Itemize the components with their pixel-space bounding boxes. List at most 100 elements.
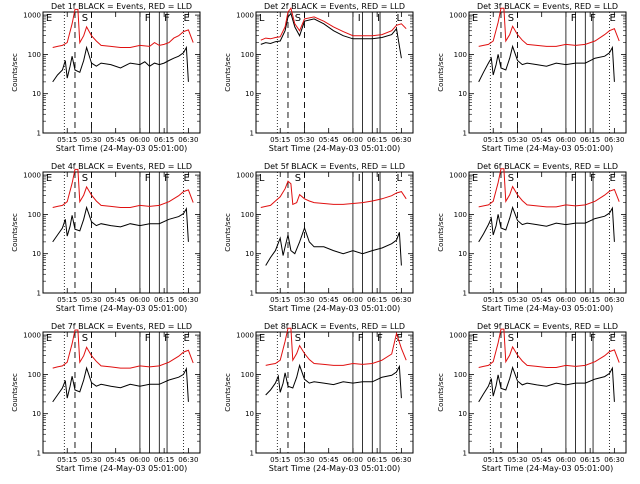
x-tick-label: 05:45 <box>319 456 339 464</box>
x-tick-label: 05:15 <box>270 296 290 304</box>
plot-frame <box>468 11 627 134</box>
x-tick-label: 06:00 <box>556 456 576 464</box>
interval-letter: I <box>358 13 361 24</box>
interval-letter: F <box>145 333 151 344</box>
y-tick-label: 1000 <box>23 12 41 20</box>
x-tick-label: 05:30 <box>507 296 527 304</box>
y-tick-label: 1 <box>37 130 41 138</box>
events-series-line <box>260 12 402 59</box>
interval-letter: F <box>590 333 596 344</box>
x-tick-label: 05:15 <box>57 136 77 144</box>
x-tick-label: 06:15 <box>367 136 387 144</box>
y-tick-label: 100 <box>28 51 41 59</box>
x-tick-label: 05:30 <box>507 456 527 464</box>
y-tick-label: 100 <box>241 51 254 59</box>
plot-frame <box>468 171 627 294</box>
events-series-line <box>265 363 402 399</box>
interval-letter: S <box>295 333 301 344</box>
events-series-line <box>265 226 402 266</box>
plot-frame <box>255 11 414 134</box>
lld-series-line <box>52 8 194 48</box>
interval-letter: S <box>295 13 301 24</box>
interval-letter: E <box>397 333 403 344</box>
y-tick-label: 100 <box>454 51 467 59</box>
y-axis-label: Counts/sec <box>224 53 232 92</box>
y-axis-label: Counts/sec <box>437 373 445 412</box>
y-tick-label: 100 <box>241 211 254 219</box>
chart-title: Det 7f BLACK = Events, RED = LLD <box>51 322 192 331</box>
x-tick-label: 06:15 <box>580 136 600 144</box>
lld-series-line <box>478 7 620 47</box>
y-tick-label: 10 <box>458 250 467 258</box>
x-tick-label: 06:15 <box>367 296 387 304</box>
interval-letter: F <box>164 173 170 184</box>
interval-letter: E <box>472 333 478 344</box>
y-tick-label: 100 <box>454 211 467 219</box>
x-tick-label: 06:00 <box>556 136 576 144</box>
interval-letter: E <box>46 13 52 24</box>
chart-title: Det 8f BLACK = Events, RED = LLD <box>264 322 405 331</box>
y-tick-label: 1000 <box>23 332 41 340</box>
interval-letter: E <box>46 173 52 184</box>
x-tick-label: 06:30 <box>391 456 411 464</box>
y-tick-label: 1000 <box>449 12 467 20</box>
x-tick-label: 06:00 <box>130 136 150 144</box>
chart-panel: Det 7f BLACK = Events, RED = LLD E S F F E 1 10… <box>11 322 201 473</box>
chart-title: Det 5f BLACK = Events, RED = LLD <box>264 162 405 171</box>
x-tick-label: 06:30 <box>178 456 198 464</box>
interval-letter: L <box>259 13 265 24</box>
lld-series-line <box>260 180 407 208</box>
interval-letter: S <box>82 13 88 24</box>
y-tick-label: 100 <box>454 371 467 379</box>
interval-letter: F <box>377 333 383 344</box>
x-tick-label: 06:15 <box>154 456 174 464</box>
interval-letter: E <box>259 333 265 344</box>
y-tick-label: 1000 <box>236 12 254 20</box>
x-tick-label: 06:15 <box>580 296 600 304</box>
interval-letter: E <box>472 13 478 24</box>
interval-letter: E <box>472 173 478 184</box>
y-tick-label: 10 <box>245 250 254 258</box>
plot-frame <box>42 171 201 294</box>
x-tick-label: 06:30 <box>391 136 411 144</box>
x-tick-label: 05:15 <box>270 136 290 144</box>
x-tick-label: 05:30 <box>81 456 101 464</box>
interval-letter: S <box>508 13 514 24</box>
y-tick-label: 1000 <box>449 172 467 180</box>
y-tick-label: 1 <box>250 450 254 458</box>
x-tick-label: 06:30 <box>604 136 624 144</box>
x-tick-label: 05:15 <box>483 456 503 464</box>
chart-title: Det 6f BLACK = Events, RED = LLD <box>477 162 618 171</box>
x-tick-label: 05:15 <box>57 456 77 464</box>
lld-series-line <box>260 7 407 41</box>
x-tick-label: 05:45 <box>106 296 126 304</box>
chart-panel: Det 2f BLACK = Events, RED = LLD L S I I L 1 10… <box>224 2 414 153</box>
interval-letter: L <box>397 173 403 184</box>
interval-letter: S <box>82 333 88 344</box>
lld-series-line <box>478 328 620 368</box>
y-axis-label: Counts/sec <box>437 53 445 92</box>
y-tick-label: 10 <box>245 410 254 418</box>
interval-letter: F <box>571 13 577 24</box>
interval-letter: E <box>610 173 616 184</box>
y-tick-label: 10 <box>32 90 41 98</box>
y-axis-label: Counts/sec <box>11 373 19 412</box>
interval-letter: L <box>259 173 265 184</box>
x-tick-label: 06:00 <box>130 456 150 464</box>
interval-letter: F <box>145 13 151 24</box>
x-tick-label: 05:45 <box>532 456 552 464</box>
x-tick-label: 05:30 <box>294 296 314 304</box>
y-tick-label: 10 <box>32 410 41 418</box>
interval-letter: F <box>164 333 170 344</box>
x-tick-label: 05:45 <box>532 296 552 304</box>
interval-letter: E <box>46 333 52 344</box>
interval-letter: F <box>358 333 364 344</box>
x-tick-label: 06:00 <box>343 296 363 304</box>
x-axis-label: Start Time (24-May-03 05:01:00) <box>482 464 613 473</box>
chart-panel: Det 5f BLACK = Events, RED = LLD L S I I L 1 10… <box>224 162 414 313</box>
x-tick-label: 05:45 <box>532 136 552 144</box>
y-tick-label: 100 <box>241 371 254 379</box>
x-axis-label: Start Time (24-May-03 05:01:00) <box>56 464 187 473</box>
